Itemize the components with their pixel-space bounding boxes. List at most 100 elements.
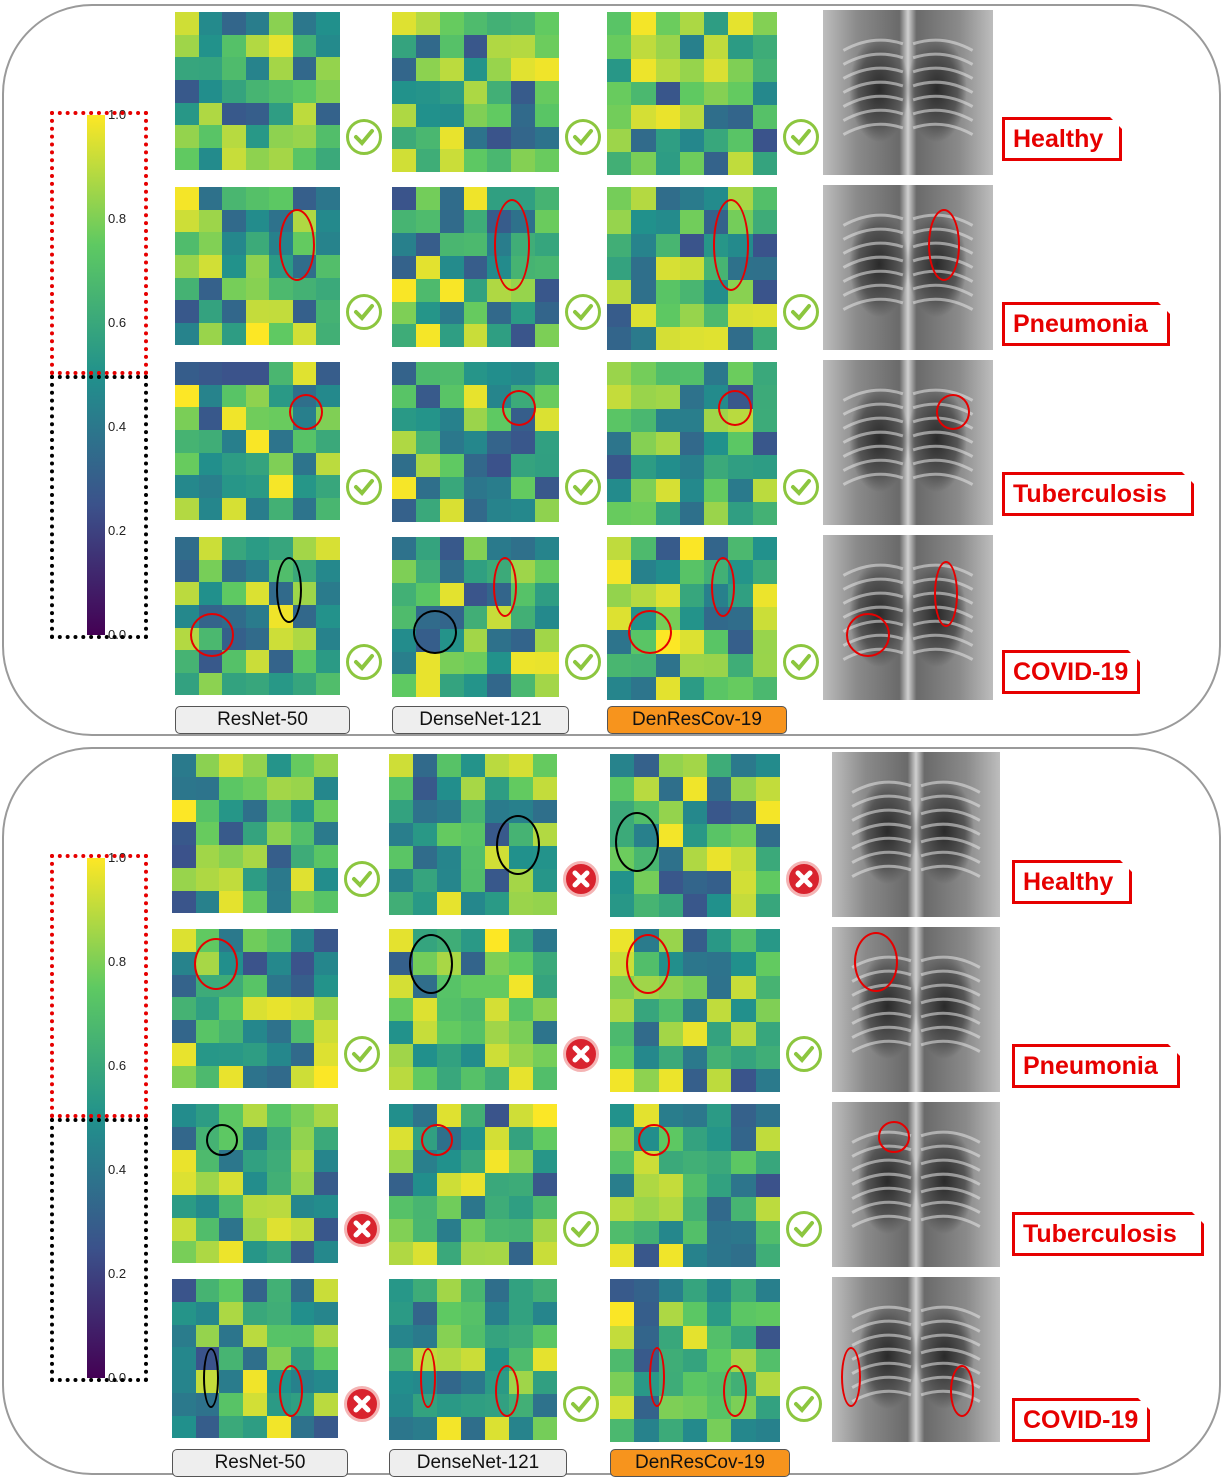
heatmap-cell [704,431,729,456]
rib-line [920,1144,981,1158]
dotted-box-lower [50,375,148,639]
heatmap-cell [679,560,705,584]
heatmap-cell [658,1150,683,1174]
rib-line [920,780,981,794]
heatmap-cell [535,628,559,652]
heatmap-cell [511,80,536,104]
heatmap-cell [198,452,223,476]
cross-glyph [353,1395,371,1412]
heatmap-cell [533,1104,557,1128]
rib-line [851,1319,912,1333]
heatmap-cell [485,1150,509,1174]
heatmap-cell [314,1415,338,1439]
heatmap-cell [437,1302,461,1326]
heatmap-cell [731,1220,756,1244]
heatmap-cell [266,1347,291,1371]
rib-line [851,1025,912,1039]
heatmap-cell [679,256,705,281]
heatmap-cell [631,455,656,479]
heatmap-cell [607,151,632,176]
heatmap-cell [610,998,635,1023]
heatmap-cell [728,12,753,36]
heatmap-cell [243,1370,267,1393]
rib-line [842,297,904,311]
chest-xray [832,752,1000,917]
heatmap-cell [198,254,223,278]
heatmap-cell [437,1417,461,1441]
check-glyph [573,128,593,146]
heatmap-cell [658,1325,683,1349]
heatmap-cell [487,301,512,325]
heatmap-cell [461,975,485,999]
rib-line [851,1158,912,1172]
heatmap-cell [634,1045,659,1069]
highlight-circle-red [628,610,672,654]
heatmap-cell [533,754,557,778]
heatmap-cell [392,301,416,325]
highlight-circle-black [413,610,457,654]
highlight-circle-red [194,938,238,990]
rib-line [920,1011,981,1025]
heatmap-cell [485,929,509,953]
check-icon [783,643,819,680]
check-glyph [794,1220,814,1238]
heatmap-cell [195,867,220,891]
heatmap-cell [175,232,199,255]
heatmap-cell [290,1415,315,1439]
heatmap-cell [728,676,753,701]
heatmap-cell [607,303,632,327]
heatmap-cell [415,582,440,606]
heatmap-cell [728,455,753,479]
heatmap-cell [631,81,656,106]
heatmap-cell [461,1021,485,1045]
heatmap-denres [610,1104,780,1268]
heatmap-cell [607,12,632,36]
heatmap-cell [731,1243,756,1268]
heatmap-cell [439,12,464,35]
heatmap-cell [316,57,340,80]
heatmap-cell [463,651,488,675]
heatmap-cell [243,1149,267,1173]
heatmap-cell [658,1348,683,1373]
heatmap-cell [222,322,246,346]
heatmap-cell [439,232,464,256]
heatmap-cell [461,846,485,870]
check-icon [783,293,819,330]
class-label: Pneumonia [1002,302,1170,346]
heatmap-cell [658,823,683,848]
heatmap-cell [752,35,777,59]
chest-xray [823,185,993,350]
heatmap-cell [439,103,464,127]
model-label: ResNet-50 [172,1449,348,1477]
heatmap-cell [290,1104,315,1127]
check-glyph [354,478,374,496]
heatmap-cell [392,12,416,35]
heatmap-cell [634,1302,659,1326]
heatmap-cell [704,501,729,526]
heatmap-cell [219,1240,244,1264]
heatmap-cell [509,1196,533,1220]
rib-line [842,591,904,605]
heatmap-cell [463,255,488,279]
heatmap-cell [439,453,464,477]
highlight-circle-red [936,394,970,430]
heatmap-cell [175,559,199,583]
cross-glyph [572,1045,590,1062]
heatmap-cell [266,1301,291,1325]
heatmap-cell [655,408,680,432]
heatmap-cell [392,582,416,606]
heatmap-cell [172,1370,196,1393]
heatmap-cell [631,35,656,59]
heatmap-cell [314,1392,338,1416]
heatmap-cell [219,1301,244,1325]
heatmap-cell [245,232,270,255]
heatmap-cell [634,893,659,918]
heatmap-cell [485,800,509,824]
rib-line [851,850,912,864]
heatmap-cell [655,478,680,502]
highlight-circle-black [615,812,659,872]
heatmap-cell [413,1067,437,1091]
rib-line [920,864,981,878]
highlight-circle-red [279,1365,303,1417]
highlight-circle-black [203,1348,219,1408]
